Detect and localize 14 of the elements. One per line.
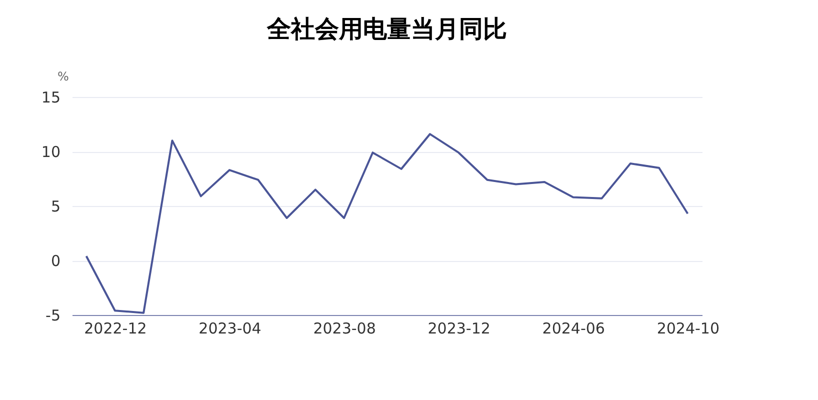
x-tick-label: 2023-08 bbox=[313, 320, 376, 338]
y-tick-label: 10 bbox=[41, 143, 60, 161]
x-tick-label: 2022-12 bbox=[84, 320, 147, 338]
x-tick-label: 2024-10 bbox=[656, 320, 720, 338]
x-tick-label: 2023-12 bbox=[428, 320, 490, 338]
y-tick-label: 15 bbox=[41, 88, 60, 106]
chart-title: 全社会用电量当月同比 bbox=[266, 15, 507, 43]
line-series bbox=[85, 133, 689, 314]
y-tick-label: 0 bbox=[50, 252, 60, 270]
x-tick-label: 2024-06 bbox=[542, 320, 605, 338]
y-tick-label: 5 bbox=[50, 198, 60, 216]
y-axis-title: % bbox=[58, 70, 69, 84]
x-tick-label: 2023-04 bbox=[198, 320, 262, 338]
y-tick-label: -5 bbox=[46, 306, 60, 324]
